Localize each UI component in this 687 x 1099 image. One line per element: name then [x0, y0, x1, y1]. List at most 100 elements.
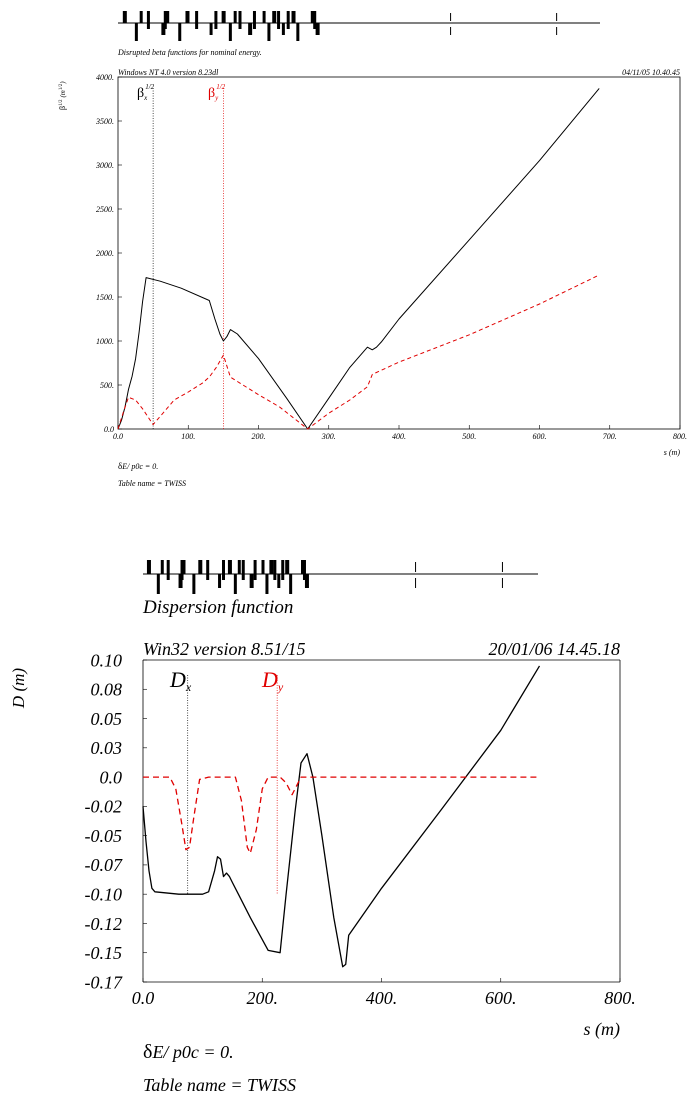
ylabel-unit: (m — [59, 90, 67, 97]
magnet-element — [315, 23, 320, 35]
magnet-element — [198, 560, 203, 574]
y-tick-label: 500. — [100, 381, 114, 390]
magnet-element — [289, 574, 293, 594]
magnet-element — [192, 574, 196, 594]
x-tick-label: 800. — [604, 988, 636, 1008]
x-tick-label: 600. — [485, 988, 517, 1008]
x-tick-label: 800. — [673, 432, 687, 441]
magnet-element — [310, 11, 314, 23]
series-group — [117, 88, 600, 430]
magnet-element — [281, 560, 285, 580]
magnet-element — [163, 11, 167, 29]
y-tick-labels: 0.10 0.08 0.05 0.03 0.0 -0.02 -0.05 -0.07 -0.10 -… — [85, 650, 147, 992]
series-group — [142, 665, 541, 968]
magnet-element — [209, 23, 213, 35]
magnet-element — [195, 11, 199, 29]
magnet-element — [139, 11, 143, 23]
x-tick-label: 300. — [321, 432, 336, 441]
x-tick-label: 0.0 — [113, 432, 123, 441]
magnet-element — [304, 574, 309, 588]
magnet-element — [252, 11, 256, 29]
magnet-element — [249, 574, 254, 588]
magnet-element — [262, 11, 266, 23]
magnet-element — [302, 560, 306, 580]
magnet-element — [269, 560, 274, 574]
x-tick-label: 200. — [247, 988, 279, 1008]
magnet-element — [238, 11, 242, 29]
y-axis-label: β1/2(m1/2) — [58, 81, 67, 110]
x-tick-label: 400. — [392, 432, 406, 441]
x-tick-label: 500. — [462, 432, 476, 441]
magnet-element — [248, 23, 253, 35]
y-tick-label: -0.12 — [85, 914, 123, 934]
y-tick-label: 2000. — [96, 249, 114, 258]
magnet-element — [122, 11, 127, 23]
magnet-element — [277, 11, 281, 29]
magnet-element — [273, 560, 277, 580]
date-label: 20/01/06 14.45.18 — [488, 639, 620, 659]
magnet-element — [156, 574, 160, 594]
series-line-y — [117, 274, 600, 430]
y-tick-label: 0.03 — [91, 738, 123, 758]
magnet-element — [161, 23, 166, 35]
y-tick-label: 4000. — [96, 73, 114, 82]
magnet-element — [233, 11, 237, 23]
footer-delta: δE/ p0c = 0. — [143, 1041, 234, 1063]
series-line-x — [117, 88, 600, 430]
version-label: Win32 version 8.51/15 — [143, 639, 306, 659]
magnet-element — [233, 574, 237, 594]
y-tick-label: -0.02 — [85, 797, 123, 817]
x-axis-label: s (m) — [584, 1019, 621, 1040]
x-tick-labels: 0.0 200. 400. 600. 800. — [132, 978, 636, 1008]
magnet-element — [291, 11, 296, 23]
magnet-element — [214, 11, 218, 29]
magnet-element — [285, 560, 290, 574]
y-tick-label: -0.07 — [85, 855, 123, 875]
magnet-element — [237, 560, 241, 574]
legend-marker-lines — [187, 675, 278, 895]
y-tick-label: -0.17 — [85, 972, 123, 992]
y-tick-label: -0.15 — [85, 943, 123, 963]
magnet-element — [218, 574, 222, 588]
x-tick-label: 200. — [252, 432, 266, 441]
y-axis-label: D (m) — [9, 668, 28, 709]
ylabel-unit-sup: 1/2 — [59, 83, 64, 90]
y-tick-label: -0.10 — [85, 884, 123, 904]
magnet-element — [296, 23, 300, 41]
magnet-element — [241, 560, 245, 580]
magnet-element — [166, 560, 170, 580]
magnet-element — [180, 560, 184, 580]
y-tick-label: -0.05 — [85, 826, 123, 846]
y-tick-label: 3500. — [95, 117, 114, 126]
y-tick-label: 1000. — [96, 337, 114, 346]
y-tick-label: 1500. — [96, 293, 114, 302]
plot-frame — [117, 76, 681, 430]
chart-title: Dispersion function — [142, 597, 293, 618]
ylabel-sup: 1/2 — [59, 99, 64, 106]
legend-beta-y: βy1/2 — [208, 83, 226, 102]
magnet-element — [267, 23, 271, 41]
y-tick-label: 0.08 — [91, 680, 123, 700]
x-tick-label: 100. — [181, 432, 195, 441]
magnet-element — [182, 560, 186, 574]
date-label: 04/11/05 10.40.45 — [622, 68, 680, 77]
magnet-element — [301, 560, 304, 574]
footer-table-name: Table name = TWISS — [118, 479, 186, 488]
y-tick-label: 0.0 — [104, 425, 114, 434]
magnet-element — [277, 574, 281, 588]
magnet-element — [313, 11, 317, 29]
magnet-element — [178, 23, 182, 41]
magnet-element — [221, 11, 226, 23]
magnet-element — [227, 560, 232, 574]
series-line-x — [142, 665, 541, 968]
lattice-layout-strip — [118, 11, 600, 41]
magnet-element — [185, 11, 190, 23]
svg-text:β1/2(m1/2): β1/2(m1/2) — [58, 81, 67, 110]
legend-marker-lines — [152, 88, 224, 429]
x-tick-label: 600. — [533, 432, 547, 441]
lattice-layout-strip — [143, 560, 538, 594]
magnet-element — [178, 574, 183, 588]
magnet-element — [160, 560, 164, 574]
y-tick-label: 0.0 — [100, 767, 123, 787]
